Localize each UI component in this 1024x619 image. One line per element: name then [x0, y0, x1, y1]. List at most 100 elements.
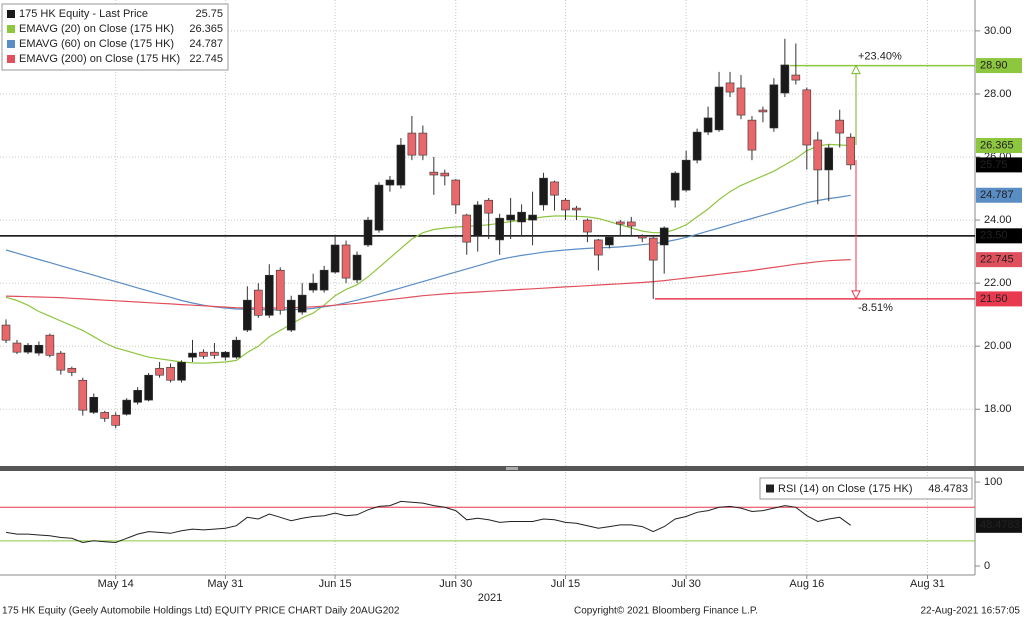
candle-body — [199, 351, 208, 357]
candle-body — [681, 159, 691, 191]
last-price-label: 25.75 — [980, 159, 1008, 171]
series-last-label-box — [976, 138, 1022, 154]
legend-label: EMAVG (200) on Close (175 HK) — [19, 53, 180, 65]
level-value-label: 21.50 — [980, 293, 1008, 305]
candle-body — [747, 119, 757, 151]
level-value-label-box — [976, 228, 1022, 244]
loss-label: -8.51% — [858, 302, 893, 314]
candle-body — [506, 214, 515, 221]
candle-body — [243, 299, 252, 331]
legend-swatch — [7, 10, 15, 18]
loss-arrow-head — [851, 290, 861, 301]
candle-body — [341, 244, 351, 279]
legend-swatch — [7, 40, 15, 48]
candle-body — [484, 199, 493, 214]
candle-body — [758, 109, 768, 113]
x-tick-label: May 31 — [207, 578, 243, 590]
candle-body — [122, 399, 131, 415]
footer-right: 22-Aug-2021 16:57:05 — [920, 606, 1020, 617]
candle-body — [188, 352, 197, 358]
series-last-label: 22.745 — [980, 254, 1014, 266]
candle-body — [824, 147, 834, 171]
candle-body — [583, 219, 592, 233]
candle-body — [846, 136, 855, 166]
y-tick-label: 18.00 — [984, 403, 1012, 415]
candle-body — [1, 324, 11, 341]
candle-body — [626, 221, 636, 227]
gain-label: +23.40% — [858, 50, 902, 62]
candle-body — [210, 351, 219, 356]
level-value-label: 23.50 — [980, 230, 1008, 242]
candle-body — [451, 179, 461, 206]
candle-body — [23, 344, 33, 353]
y-tick-label: 100 — [984, 476, 1002, 488]
candle-body — [791, 74, 801, 81]
candle-body — [813, 139, 823, 171]
rsi-legend-box — [759, 477, 973, 500]
rsi-last-label-box — [976, 517, 1022, 533]
x-tick-label: Aug 31 — [910, 578, 945, 590]
ema-line — [5, 143, 851, 364]
candle-body — [528, 214, 537, 221]
rsi-line — [5, 500, 851, 544]
candle-body — [605, 236, 614, 246]
legend-swatch — [7, 55, 15, 63]
x-tick-label: Jul 15 — [551, 578, 580, 590]
candle-body — [144, 374, 153, 401]
x-tick-label: Jun 30 — [439, 578, 472, 590]
legend-value: 25.75 — [195, 8, 223, 20]
candle-body — [473, 204, 483, 236]
level-value-label: 28.90 — [980, 59, 1008, 71]
candle-body — [495, 217, 504, 241]
candle-body — [330, 244, 340, 273]
y-tick-label: 20.00 — [984, 340, 1012, 352]
candle-body — [703, 117, 713, 133]
candle-body — [637, 235, 647, 239]
y-tick-label: 24.00 — [984, 214, 1012, 226]
candle-body — [177, 361, 186, 381]
legend-box — [1, 3, 229, 71]
level-value-label-box — [976, 291, 1022, 307]
candle-body — [363, 219, 373, 246]
y-tick-label: 28.00 — [984, 88, 1012, 100]
legend-label: RSI (14) on Close (175 HK) — [778, 483, 913, 495]
candle-body — [319, 269, 329, 291]
candle-body — [100, 412, 110, 419]
candle-body — [429, 171, 439, 176]
candle-body — [835, 119, 845, 134]
candle-body — [616, 221, 625, 225]
candle-body — [232, 339, 241, 358]
candle-body — [12, 342, 22, 353]
candle-body — [670, 172, 680, 201]
candle-body — [517, 211, 526, 223]
footer-center: Copyright© 2021 Bloomberg Finance L.P. — [574, 606, 758, 617]
candle-body — [769, 84, 779, 129]
candle-body — [561, 199, 570, 211]
legend-value: 26.365 — [189, 23, 223, 35]
candle-body — [155, 367, 164, 376]
series-last-label-box — [976, 187, 1022, 203]
legend-swatch — [7, 25, 15, 33]
last-price-label-box — [976, 157, 1022, 173]
candle-body — [462, 214, 472, 243]
candle-body — [374, 184, 384, 231]
candle-body — [440, 172, 450, 177]
legend-label: 175 HK Equity - Last Price — [19, 8, 148, 20]
candle-body — [418, 132, 428, 156]
candle-body — [539, 177, 548, 206]
candle-body — [594, 239, 603, 256]
x-tick-label: Jun 15 — [319, 578, 352, 590]
y-tick-label: 30.00 — [984, 25, 1012, 37]
candle-body — [725, 82, 735, 93]
legend-label: EMAVG (20) on Close (175 HK) — [19, 23, 174, 35]
y-tick-label: 22.00 — [984, 277, 1012, 289]
candle-body — [111, 414, 120, 426]
ema-line — [5, 194, 851, 311]
candle-body — [802, 89, 812, 146]
x-year-label: 2021 — [478, 592, 502, 604]
candle-body — [34, 344, 44, 354]
candle-body — [692, 131, 702, 161]
x-tick-label: Jul 30 — [671, 578, 700, 590]
candle-body — [89, 396, 99, 413]
